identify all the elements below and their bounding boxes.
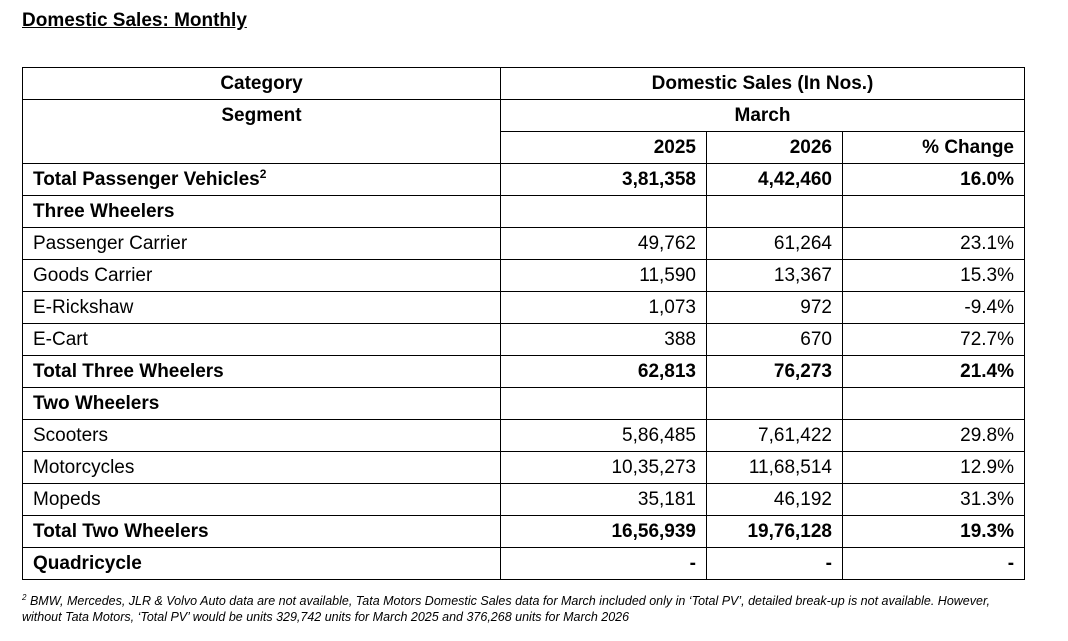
data-cell: 29.8% [841,419,1026,452]
footnote-ref: 2 [259,167,267,181]
header-cell: March [499,99,1026,132]
footnote-marker: 2 [22,593,27,602]
row-label-text: Total Two Wheelers [33,521,209,542]
data-cell: 35,181 [500,483,707,516]
row-label: E-Rickshaw [22,291,501,324]
column-header: % Change [841,131,1026,164]
data-cell: 11,590 [500,259,707,292]
data-row: Scooters 5,86,485 7,61,422 29.8% [22,419,1026,452]
data-cell: 13,367 [706,259,843,292]
header-row: Segment March [22,99,1026,164]
row-label-text: Three Wheelers [33,201,175,222]
data-cell [500,387,707,420]
row-label-text: Motorcycles [33,457,135,478]
row-label: E-Cart [22,323,501,356]
row-label: Goods Carrier [22,259,501,292]
data-row: Total Passenger Vehicles2 3,81,358 4,42,46… [22,163,1026,196]
row-label: Total Three Wheelers [22,355,501,388]
header-cell: Category [22,67,501,100]
row-label: Quadricycle [22,547,501,580]
row-label-text: Scooters [33,425,108,446]
row-label: Three Wheelers [22,195,501,228]
data-row: E-Cart 388 670 72.7% [22,323,1026,356]
data-cell: 4,42,460 [706,163,843,196]
data-cell: 7,61,422 [706,419,843,452]
data-cell: 16.0% [841,163,1026,196]
row-label: Two Wheelers [22,387,501,420]
data-cell: 19.3% [841,515,1026,548]
header-cell: Segment [22,99,501,164]
data-cell [706,195,843,228]
row-label-text: E-Cart [33,329,88,350]
row-label: Motorcycles [22,451,501,484]
row-label-text: Two Wheelers [33,393,160,414]
sales-table: Category Domestic Sales (In Nos.) Segmen… [22,67,1026,580]
header-row: Category Domestic Sales (In Nos.) [22,67,1026,100]
data-cell: 12.9% [841,451,1026,484]
data-row: Quadricycle - - - [22,547,1026,580]
data-cell: 10,35,273 [500,451,707,484]
row-label: Total Two Wheelers [22,515,501,548]
data-cell: 972 [706,291,843,324]
row-label-text: E-Rickshaw [33,297,134,318]
row-label-text: Total Passenger Vehicles [33,169,260,190]
data-row: Goods Carrier 11,590 13,367 15.3% [22,259,1026,292]
data-cell [500,195,707,228]
data-cell: - [706,547,843,580]
data-cell: 1,073 [500,291,707,324]
data-cell: 16,56,939 [500,515,707,548]
row-label: Mopeds [22,483,501,516]
data-row: Total Three Wheelers 62,813 76,273 21.4% [22,355,1026,388]
row-label-text: Quadricycle [33,553,142,574]
row-label: Scooters [22,419,501,452]
data-cell: 15.3% [841,259,1026,292]
data-cell: - [841,547,1026,580]
data-cell: 19,76,128 [706,515,843,548]
data-cell [706,387,843,420]
data-cell [841,387,1026,420]
row-label-text: Goods Carrier [33,265,153,286]
data-row: Total Two Wheelers 16,56,939 19,76,128 19.3… [22,515,1026,548]
data-cell: 5,86,485 [500,419,707,452]
data-cell: 76,273 [706,355,843,388]
data-row: Passenger Carrier 49,762 61,264 23.1% [22,227,1026,260]
header-cell: Domestic Sales (In Nos.) [499,67,1026,100]
data-cell: -9.4% [841,291,1026,324]
data-row: E-Rickshaw 1,073 972 -9.4% [22,291,1026,324]
data-cell: - [500,547,707,580]
data-cell: 31.3% [841,483,1026,516]
footnote: 2 BMW, Mercedes, JLR & Volvo Auto data a… [22,593,1022,625]
data-cell: 61,264 [706,227,843,260]
data-row: Mopeds 35,181 46,192 31.3% [22,483,1026,516]
data-cell: 46,192 [706,483,843,516]
data-cell: 21.4% [841,355,1026,388]
data-cell: 670 [706,323,843,356]
row-label: Passenger Carrier [22,227,501,260]
data-row: Two Wheelers [22,387,1026,420]
row-label-text: Passenger Carrier [33,233,188,254]
data-row: Three Wheelers [22,195,1026,228]
column-header: 2025 [500,131,707,164]
data-cell: 11,68,514 [706,451,843,484]
header-row: 2025 2026% Change [23,131,1026,164]
table-body: Category Domestic Sales (In Nos.) Segmen… [22,67,1026,580]
row-label-text: Total Three Wheelers [33,361,224,382]
column-header: 2026 [706,131,843,164]
data-row: Motorcycles 10,35,273 11,68,514 12.9% [22,451,1026,484]
data-cell: 388 [500,323,707,356]
data-cell: 62,813 [500,355,707,388]
row-label-text: Mopeds [33,489,101,510]
data-cell: 23.1% [841,227,1026,260]
data-cell [841,195,1026,228]
data-cell: 3,81,358 [500,163,707,196]
data-cell: 72.7% [841,323,1026,356]
footnote-text: BMW, Mercedes, JLR & Volvo Auto data are… [22,594,990,624]
data-cell: 49,762 [500,227,707,260]
page-title: Domestic Sales: Monthly [22,10,247,31]
row-label: Total Passenger Vehicles2 [22,163,501,196]
